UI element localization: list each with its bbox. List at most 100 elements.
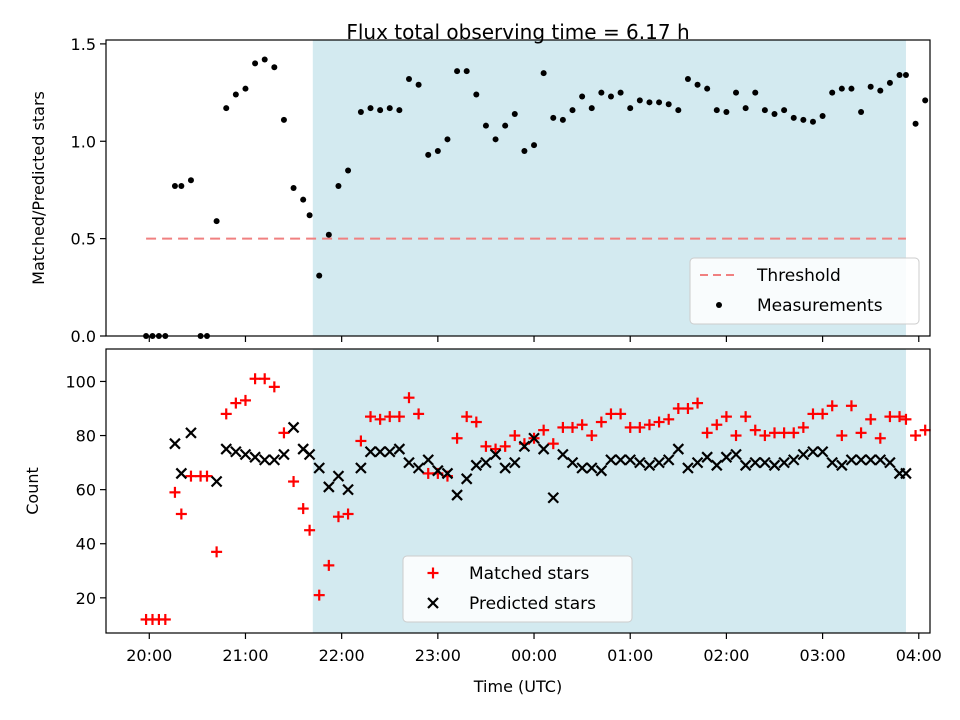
matched-point <box>268 381 280 393</box>
measurement-point <box>316 272 323 279</box>
measurement-point <box>345 167 352 174</box>
predicted-point <box>643 459 656 472</box>
matched-point <box>720 411 732 423</box>
matched-point <box>499 440 511 452</box>
matched-point <box>451 432 463 444</box>
bottom-y-axis-label: Count <box>23 467 42 515</box>
measurement-point <box>742 105 749 112</box>
measurement-point <box>771 111 778 117</box>
cross-b <box>268 454 281 466</box>
matched-point <box>576 419 588 431</box>
cross-b <box>662 454 675 466</box>
predicted-point <box>278 448 290 461</box>
count-panel: 20 40 60 80 100 20:00 21:00 22:00 23:00 00:00 01:… <box>23 348 942 696</box>
measurement-point <box>819 112 826 119</box>
cross-b <box>807 446 819 458</box>
cross-b <box>557 448 569 461</box>
measurement-point <box>223 105 230 112</box>
matched-point <box>740 411 752 423</box>
predicted-point <box>220 443 233 455</box>
matched-point <box>836 430 848 442</box>
predicted-point <box>480 456 492 469</box>
cross-b <box>220 443 233 455</box>
cross-b <box>509 456 521 469</box>
bottom-legend-box <box>402 555 633 623</box>
measurement-point <box>617 89 624 96</box>
x-tick-label: 01:00 <box>607 646 653 665</box>
matched-point <box>323 559 335 571</box>
cross-b <box>836 459 848 472</box>
measurement-point <box>877 87 884 94</box>
cross-b <box>169 437 181 450</box>
measurement-point <box>607 93 614 100</box>
measurement-point <box>761 107 768 114</box>
cross-b <box>210 475 223 488</box>
measurement-point <box>502 122 509 129</box>
x-axis-label: Time (UTC) <box>473 677 562 696</box>
cross-b <box>451 489 463 501</box>
legend-predicted-swatch <box>427 597 439 609</box>
y-tick-label: 1.0 <box>71 132 96 151</box>
legend-cross-marker <box>427 597 439 609</box>
matched-point <box>672 403 684 415</box>
matched-point <box>595 416 607 428</box>
predicted-point <box>230 446 242 458</box>
measurement-point <box>569 107 576 114</box>
predicted-point <box>566 456 579 469</box>
matched-point <box>461 411 473 423</box>
cross-b <box>480 456 492 469</box>
top-axes-frame <box>105 39 931 337</box>
matched-point <box>230 397 242 409</box>
cross-b <box>605 454 617 466</box>
cross-b <box>297 443 309 455</box>
legend-predicted-label: Predicted stars <box>469 594 596 614</box>
x-tick-label: 02:00 <box>703 646 749 665</box>
predicted-point <box>768 459 781 472</box>
matched-point <box>682 403 694 415</box>
measurement-point <box>684 75 691 82</box>
predicted-point <box>682 462 694 474</box>
predicted-point <box>528 432 540 445</box>
matched-point <box>910 430 922 442</box>
top-legend-box <box>689 257 920 325</box>
predicted-point <box>489 448 502 461</box>
y-tick-label: 1.5 <box>71 35 96 54</box>
predicted-point <box>874 454 887 466</box>
predicted-point <box>432 464 444 477</box>
cross-b <box>884 456 896 469</box>
predicted-point <box>374 446 386 458</box>
predicted-point <box>845 454 858 466</box>
measurement-point <box>713 107 720 114</box>
predicted-point <box>537 443 550 455</box>
measurement-point <box>848 85 855 92</box>
predicted-point <box>332 470 345 482</box>
matched-point <box>259 373 271 385</box>
legend-measurements-label: Measurements <box>757 296 883 316</box>
predicted-point <box>634 456 646 469</box>
top-y-ticks: 0.0 0.5 1.0 1.5 <box>71 35 106 346</box>
cross-b <box>489 448 502 461</box>
measurement-point <box>733 89 740 96</box>
matched-point <box>249 373 261 385</box>
cross-b <box>759 456 771 469</box>
measurement-point <box>357 109 364 116</box>
measurement-point <box>646 99 653 106</box>
top-y-axis-label: Matched/Predicted stars <box>29 91 48 285</box>
cross-b <box>797 448 810 461</box>
matched-point <box>557 421 569 433</box>
predicted-point <box>499 462 511 474</box>
predicted-point <box>711 459 723 472</box>
legend-matched-label: Matched stars <box>469 564 589 584</box>
measurement-points <box>143 56 929 339</box>
matched-point <box>919 424 931 436</box>
x-tick-label: 04:00 <box>896 646 942 665</box>
matched-point <box>342 508 354 520</box>
matched-point <box>509 430 521 442</box>
measurement-point <box>425 151 432 158</box>
measurement-point <box>463 68 470 75</box>
predicted-point <box>258 454 271 466</box>
cross-b <box>720 451 733 463</box>
measurement-point <box>636 97 643 104</box>
cross-b <box>499 462 511 474</box>
